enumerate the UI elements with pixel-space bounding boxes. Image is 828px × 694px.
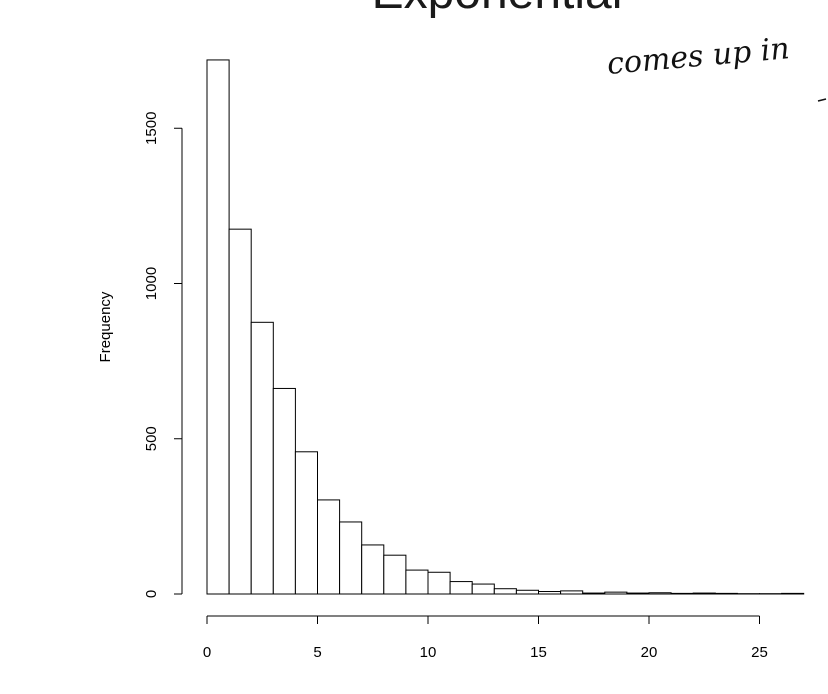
y-axis: 0 500 1000 1500 — [143, 112, 183, 598]
handwritten-annotation: comes up in — [606, 31, 791, 82]
y-tick-label: 500 — [143, 426, 160, 451]
histogram-bar — [317, 499, 341, 595]
histogram-bar — [228, 228, 252, 595]
histogram-bar — [515, 589, 540, 595]
histogram-bar — [449, 581, 473, 595]
x-tick-label: 5 — [313, 644, 321, 661]
x-tick-label: 20 — [641, 644, 658, 661]
histogram-bar — [294, 451, 318, 595]
histogram-bar — [405, 569, 429, 595]
y-tick-label: 1500 — [143, 112, 160, 145]
y-tick-label: 1000 — [143, 267, 160, 300]
histogram-bar — [648, 592, 672, 595]
histogram-bar — [427, 571, 451, 595]
x-tick-label: 25 — [751, 644, 768, 661]
histogram-bar — [538, 591, 562, 595]
histogram-bar — [604, 591, 628, 595]
histogram-bar — [692, 592, 716, 595]
histogram-bar — [206, 59, 230, 595]
histogram-bar — [361, 544, 385, 595]
histogram-bar — [582, 592, 606, 595]
handwritten-mark — [817, 98, 827, 102]
y-tick-label: 0 — [143, 590, 160, 598]
bars-group — [206, 59, 805, 595]
histogram-bar — [714, 592, 738, 595]
histogram-bar — [471, 583, 495, 595]
y-axis-label: Frequency — [97, 291, 114, 362]
histogram-bar — [626, 592, 650, 595]
histogram-bar — [272, 387, 296, 595]
chart-title: Exponential — [372, 0, 623, 19]
x-tick-label: 15 — [530, 644, 547, 661]
x-tick-label: 10 — [420, 644, 437, 661]
x-tick-label: 0 — [203, 644, 211, 661]
histogram-bar — [560, 590, 584, 595]
histogram-bar — [383, 554, 407, 595]
histogram-bar — [339, 521, 363, 595]
x-axis: 0 5 10 15 20 25 — [203, 615, 768, 661]
histogram-bar — [781, 592, 805, 595]
histogram-bar — [493, 588, 517, 595]
histogram-bar — [670, 592, 694, 595]
histogram-bar — [250, 321, 274, 595]
